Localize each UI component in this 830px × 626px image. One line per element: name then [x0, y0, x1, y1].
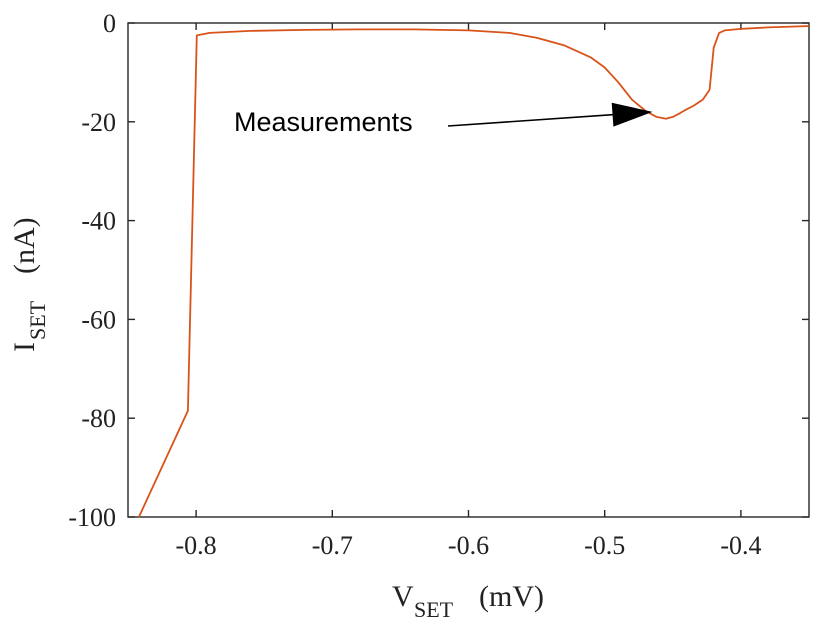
annotation-arrow-head [611, 102, 653, 127]
plot-area [127, 22, 810, 518]
x-axis-title-main: V [392, 580, 414, 613]
series-layer [138, 25, 810, 518]
annotation-label: Measurements [234, 107, 413, 137]
x-axis-title-sub: SET [414, 597, 454, 622]
y-tick-label: -100 [68, 503, 116, 532]
y-tick-label: -40 [81, 207, 116, 236]
x-tick-label: -0.7 [312, 531, 353, 560]
y-axis-title: I SET (nA) [8, 217, 50, 352]
x-axis-title-unit: (mV) [479, 580, 544, 613]
y-axis: 0 -20 -40 -60 -80 -100 [68, 9, 809, 532]
y-tick-label: 0 [103, 9, 116, 38]
y-axis-title-sub: SET [25, 300, 50, 340]
x-tick-label: -0.6 [448, 531, 489, 560]
y-axis-title-unit: (nA) [8, 217, 41, 274]
annotation-arrow-line [447, 113, 613, 127]
y-tick-label: -20 [81, 108, 116, 137]
y-tick-label: -60 [81, 305, 116, 334]
y-axis-title-main: I [8, 342, 41, 352]
x-tick-label: -0.4 [720, 531, 761, 560]
series-line-measurements [138, 25, 810, 518]
x-axis-title: V SET (mV) [392, 580, 544, 622]
x-tick-label: -0.5 [584, 531, 625, 560]
x-tick-label: -0.8 [176, 531, 217, 560]
plot-frame [127, 22, 810, 518]
y-tick-label: -80 [81, 404, 116, 433]
measurements-annotation: Measurements [234, 102, 653, 137]
x-axis: -0.8 -0.7 -0.6 -0.5 -0.4 [176, 23, 761, 560]
